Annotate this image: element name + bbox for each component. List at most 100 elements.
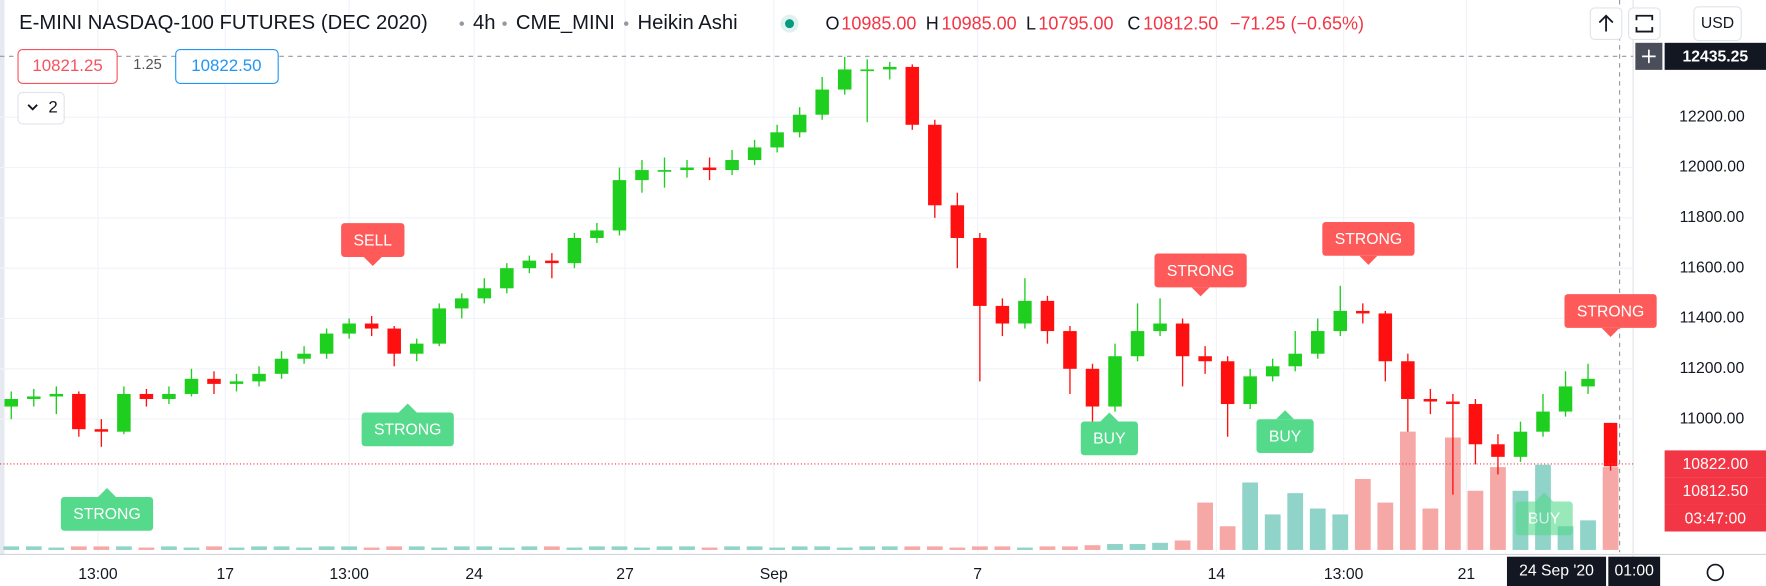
ohlc-key: O — [826, 14, 840, 34]
volume-bar — [904, 546, 921, 550]
volume-bar — [1242, 482, 1259, 550]
signal-text: BUY — [1528, 511, 1561, 528]
symbol-title: E-MINI NASDAQ-100 FUTURES (DEC 2020) — [19, 12, 428, 34]
volume-bar — [1062, 546, 1078, 550]
volume-bar — [679, 546, 695, 550]
crosshair-price: 12435.25 — [1682, 49, 1748, 66]
volume-bar — [1152, 542, 1168, 550]
candle-body — [815, 89, 829, 115]
y-tick-label: 11600.00 — [1680, 259, 1745, 276]
candle-body — [590, 230, 604, 238]
reset-button[interactable] — [1628, 7, 1661, 41]
interval: 4h — [473, 12, 496, 34]
left-edge — [0, 0, 5, 555]
candle-body — [635, 170, 649, 181]
volume-bar — [589, 546, 605, 550]
volume-bar — [206, 546, 222, 550]
signal: STRONG — [1564, 294, 1657, 337]
ohlc-value: 10985.00 — [841, 14, 916, 34]
signal-pointer — [1100, 412, 1119, 422]
signal-box — [341, 223, 405, 257]
candle-body — [500, 268, 514, 289]
volume-bar — [611, 546, 628, 550]
volume-bar — [634, 547, 650, 550]
volume-bar — [70, 546, 87, 550]
currency-button[interactable] — [1693, 6, 1742, 42]
volume-bar — [93, 546, 110, 550]
volume-bar — [656, 546, 673, 550]
buy-price[interactable]: 10822.50 — [191, 56, 261, 75]
ohlc-key: C — [1127, 14, 1140, 34]
candle-body — [1108, 356, 1122, 407]
volume-bar — [724, 546, 740, 550]
volume-bar — [1197, 502, 1213, 550]
candle-body — [1536, 411, 1550, 432]
currency[interactable]: USD — [1701, 15, 1734, 32]
volume-bar — [1017, 547, 1033, 550]
y-tick-label: 12200.00 — [1679, 108, 1745, 125]
buy-price-box[interactable] — [175, 49, 279, 84]
volume-bar — [521, 546, 538, 550]
signal-box — [60, 496, 154, 531]
volume-bar — [228, 547, 245, 550]
candle-body — [1491, 444, 1505, 457]
signal-box — [361, 412, 454, 447]
sell-price-box[interactable] — [17, 49, 118, 84]
volume-bar — [273, 546, 290, 550]
crosshair-date: 24 Sep '20 — [1519, 563, 1594, 580]
y-tick-label: 12000.00 — [1679, 159, 1745, 176]
candle-body — [49, 393, 64, 397]
candle-body — [1288, 353, 1302, 367]
candles — [4, 56, 1618, 495]
candle-body — [72, 393, 86, 430]
volume-bar — [25, 546, 42, 550]
x-tick-label: 13:00 — [329, 566, 369, 583]
signal: STRONG — [1154, 253, 1247, 297]
ohlc-value: 10812.50 — [1143, 14, 1218, 34]
candle-body — [1265, 366, 1280, 377]
volume-bar — [1107, 544, 1123, 550]
settings-icon[interactable] — [1706, 563, 1725, 582]
signal-pointer — [363, 256, 382, 266]
candle-body — [207, 378, 221, 384]
candle-body — [747, 147, 762, 160]
candle-body — [342, 323, 356, 334]
candle-body — [1175, 323, 1190, 357]
volume-bar — [1332, 514, 1349, 550]
indicators-toggle[interactable] — [17, 91, 65, 125]
signal-pointer — [97, 487, 117, 497]
candle-body — [657, 170, 672, 172]
chart-style: Heikin Ashi — [637, 12, 737, 34]
x-tick-label: 17 — [216, 566, 234, 583]
candle-body — [4, 398, 19, 407]
volume-bar — [1039, 546, 1056, 550]
volume-bar — [859, 546, 876, 550]
sell-price[interactable]: 10821.25 — [32, 56, 102, 75]
candle-body — [184, 378, 199, 394]
candle-body — [27, 396, 41, 399]
volume-bar — [1219, 526, 1236, 550]
crosshair-time: 01:00 — [1615, 563, 1655, 580]
signal-text: SELL — [354, 232, 393, 249]
volume-bar — [476, 546, 493, 550]
indicators-count[interactable]: 2 — [48, 98, 57, 117]
signal-pointer — [1601, 327, 1620, 337]
header: E-MINI NASDAQ-100 FUTURES (DEC 2020) 4h … — [17, 6, 1742, 582]
change: −71.25 (−0.65%) — [1230, 14, 1364, 34]
y-tick-label: 11800.00 — [1680, 209, 1745, 226]
signal-text: STRONG — [374, 422, 441, 439]
candle-body — [792, 114, 807, 133]
candle-body — [905, 66, 920, 125]
crosshair-time-box — [1608, 556, 1661, 586]
x-tick-label: 7 — [973, 566, 982, 583]
x-tick-label: 24 — [465, 566, 483, 583]
volume-bar — [1174, 540, 1191, 550]
spread: 1.25 — [133, 57, 161, 73]
candle-body — [252, 373, 266, 382]
volume-bar — [1287, 493, 1304, 550]
volume-bar — [543, 546, 560, 550]
candle-body — [162, 393, 176, 399]
volume-bar — [701, 547, 718, 550]
volume-bar — [363, 547, 380, 550]
ohlc-value: 10795.00 — [1038, 14, 1113, 34]
